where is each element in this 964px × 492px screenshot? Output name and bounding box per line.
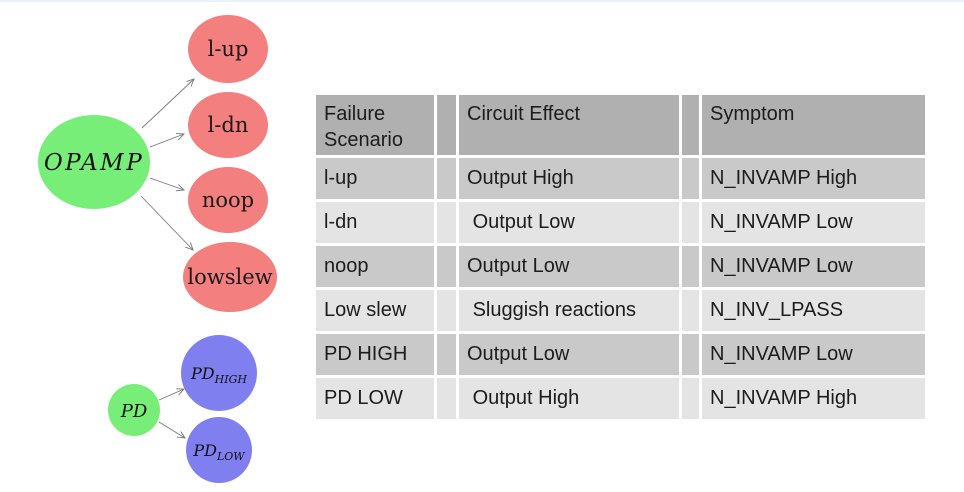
cell-effect: Output Low: [459, 246, 679, 287]
cell-scenario: l-up: [316, 158, 434, 199]
opamp-node: OPAMP: [38, 115, 150, 209]
node-l-up: l-up: [188, 15, 268, 83]
top-border-line: [0, 0, 964, 2]
cell-spacer: [682, 246, 699, 287]
cell-spacer: [437, 290, 456, 331]
cell-spacer: [437, 202, 456, 243]
arrow-opamp-to-lowslew: [140, 195, 193, 250]
node-noop: noop: [188, 167, 268, 233]
l-up-ellipse: [188, 15, 268, 83]
pd-circle: [108, 384, 160, 436]
cell-spacer: [437, 378, 456, 419]
arrow-pd-to-pd-low: [158, 421, 185, 438]
cell-spacer: [682, 290, 699, 331]
pd-label: PD: [120, 401, 148, 422]
cell-symptom: N_INVAMP High: [702, 158, 925, 199]
l-up-label: l-up: [208, 37, 249, 61]
header-circuit-effect: Circuit Effect: [459, 95, 679, 155]
cell-spacer: [437, 158, 456, 199]
opamp-label: OPAMP: [44, 150, 144, 176]
cell-spacer: [437, 246, 456, 287]
header-spacer-1: [437, 95, 456, 155]
lowslew-ellipse: [183, 242, 277, 312]
cell-effect: Output High: [459, 158, 679, 199]
fault-tree-diagram: OPAMP l-up l-dn noop lowslew PD PDHIGH P…: [38, 15, 277, 483]
cell-spacer: [682, 202, 699, 243]
cell-spacer: [682, 378, 699, 419]
opamp-ellipse: [38, 115, 150, 209]
cell-effect: Output Low: [459, 334, 679, 375]
arrow-opamp-to-l-up: [141, 79, 194, 129]
cell-effect: Sluggish reactions: [459, 290, 679, 331]
arrow-pd-to-pd-high: [158, 389, 184, 401]
cell-symptom: N_INV_LPASS: [702, 290, 925, 331]
header-failure-scenario: Failure Scenario: [316, 95, 434, 155]
cell-scenario: Low slew: [316, 290, 434, 331]
cell-symptom: N_INVAMP High: [702, 378, 925, 419]
node-pd-high: PDHIGH: [181, 335, 257, 411]
pd-low-circle: [186, 417, 252, 483]
pd-high-circle: [181, 335, 257, 411]
failure-table: Failure Scenario Circuit Effect Symptom …: [316, 95, 925, 419]
cell-scenario: noop: [316, 246, 434, 287]
pd-high-label: PDHIGH: [190, 364, 247, 386]
node-l-dn: l-dn: [188, 92, 268, 158]
arrow-opamp-to-l-dn: [149, 134, 184, 148]
cell-effect: Output High: [459, 378, 679, 419]
lowslew-label: lowslew: [187, 265, 272, 289]
cell-effect: Output Low: [459, 202, 679, 243]
cell-scenario: l-dn: [316, 202, 434, 243]
pd-low-label: PDLOW: [192, 441, 246, 463]
cell-spacer: [682, 334, 699, 375]
arrow-opamp-to-noop: [149, 177, 184, 190]
header-symptom: Symptom: [702, 95, 925, 155]
cell-spacer: [437, 334, 456, 375]
cell-spacer: [682, 158, 699, 199]
cell-scenario: PD HIGH: [316, 334, 434, 375]
header-spacer-2: [682, 95, 699, 155]
cell-symptom: N_INVAMP Low: [702, 334, 925, 375]
cell-scenario: PD LOW: [316, 378, 434, 419]
cell-symptom: N_INVAMP Low: [702, 202, 925, 243]
pd-node: PD: [108, 384, 160, 436]
node-pd-low: PDLOW: [186, 417, 252, 483]
cell-symptom: N_INVAMP Low: [702, 246, 925, 287]
l-dn-ellipse: [188, 92, 268, 158]
noop-ellipse: [188, 167, 268, 233]
node-lowslew: lowslew: [183, 242, 277, 312]
noop-label: noop: [202, 188, 254, 212]
l-dn-label: l-dn: [208, 113, 249, 137]
